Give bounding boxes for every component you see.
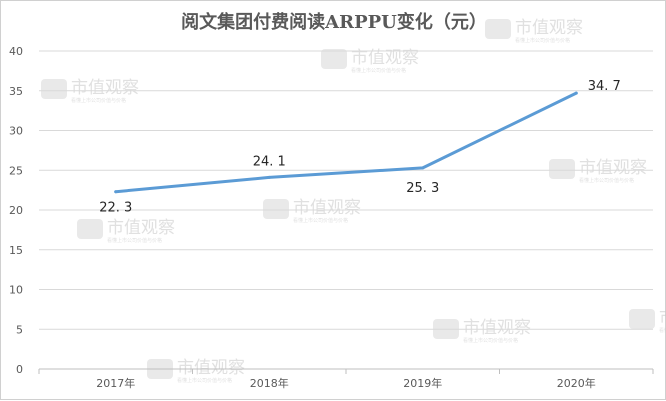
watermark-tagline: 看懂上市公司价值与价格 — [107, 237, 162, 244]
y-tick-label: 20 — [9, 204, 23, 217]
watermark-tagline: 看懂上市公司价值与价格 — [579, 177, 634, 184]
y-tick-label: 0 — [16, 363, 23, 376]
watermark-brand: 市值观察 — [659, 308, 666, 328]
watermark-brand: 市值观察 — [107, 218, 175, 238]
y-tick-label: 40 — [9, 45, 23, 58]
watermark-badge-icon — [485, 19, 511, 39]
watermark-badge-icon — [321, 49, 347, 69]
watermark-tagline: 看懂上市公司价值与价格 — [177, 377, 232, 384]
watermark-badge-icon — [629, 309, 655, 329]
y-tick-label: 30 — [9, 125, 23, 138]
data-point — [267, 175, 271, 179]
data-label: 24. 1 — [253, 154, 286, 169]
y-tick-label: 25 — [9, 164, 23, 177]
watermark-tagline: 看懂上市公司价值与价格 — [659, 327, 666, 334]
series-layer — [114, 91, 578, 194]
chart-title: 阅文集团付费阅读ARPPU变化（元） — [181, 11, 487, 33]
data-point — [574, 91, 578, 95]
watermark-brand: 市值观察 — [463, 318, 531, 338]
watermark-brand: 市值观察 — [351, 48, 419, 68]
x-tick-label: 2019年 — [403, 376, 442, 390]
watermark-badge-icon — [549, 159, 575, 179]
x-tick-label: 2020年 — [557, 376, 596, 390]
watermark-tagline: 看懂上市公司价值与价格 — [293, 217, 348, 224]
y-tick-label: 5 — [16, 323, 23, 336]
x-axis-ticks: 2017年 2018年 2019年 2020年 — [38, 369, 654, 390]
y-tick-label: 10 — [9, 284, 23, 297]
x-tick-label: 2018年 — [250, 376, 289, 390]
y-tick-label: 35 — [9, 85, 23, 98]
watermark-tagline: 看懂上市公司价值与价格 — [71, 97, 126, 104]
watermark-badge-icon — [263, 199, 289, 219]
watermark-brand: 市值观察 — [177, 358, 245, 378]
watermark-tagline: 看懂上市公司价值与价格 — [515, 37, 570, 44]
x-tick-label: 2017年 — [96, 376, 135, 390]
data-point — [421, 166, 425, 170]
watermark-tagline: 看懂上市公司价值与价格 — [351, 67, 406, 74]
watermark-badge-icon — [77, 219, 103, 239]
watermark-brand: 市值观察 — [515, 18, 583, 38]
watermark-layer: 市值观察看懂上市公司价值与价格市值观察看懂上市公司价值与价格市值观察看懂上市公司… — [41, 18, 666, 384]
data-label: 25. 3 — [406, 181, 439, 196]
watermark-tagline: 看懂上市公司价值与价格 — [463, 337, 518, 344]
data-labels: 22. 3 24. 1 25. 3 34. 7 — [99, 79, 621, 216]
data-label: 34. 7 — [588, 79, 621, 94]
y-tick-label: 15 — [9, 244, 23, 257]
data-label: 22. 3 — [99, 201, 132, 216]
y-axis-ticks: 0 5 10 15 20 25 30 35 40 — [9, 45, 23, 376]
watermark-badge-icon — [41, 79, 67, 99]
data-point — [114, 190, 118, 194]
watermark-brand: 市值观察 — [579, 158, 647, 178]
watermark-brand: 市值观察 — [293, 198, 361, 218]
watermark-brand: 市值观察 — [71, 78, 139, 98]
series-line — [114, 91, 578, 194]
